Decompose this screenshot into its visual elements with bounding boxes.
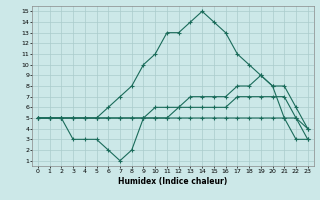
X-axis label: Humidex (Indice chaleur): Humidex (Indice chaleur) <box>118 177 228 186</box>
